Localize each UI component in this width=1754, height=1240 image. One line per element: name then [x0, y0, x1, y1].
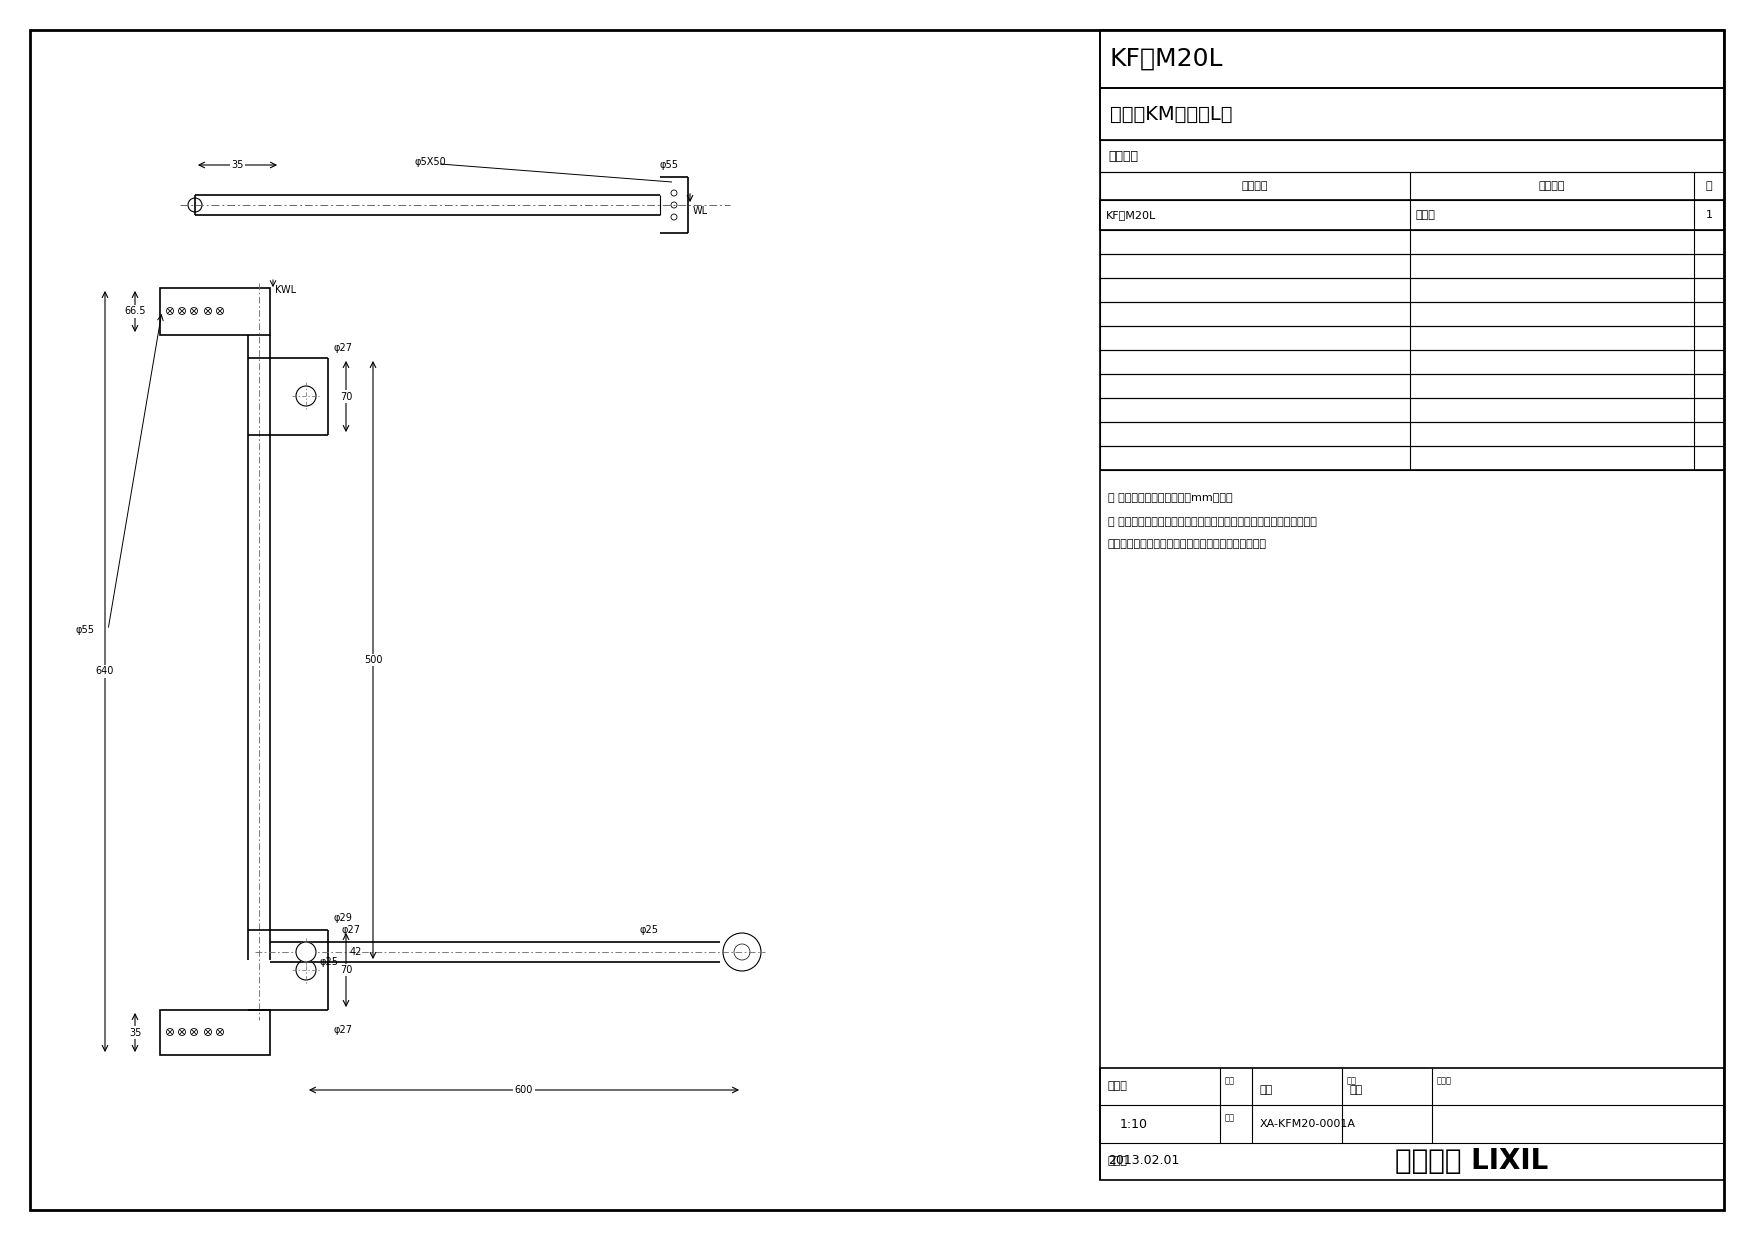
Text: 図番: 図番 — [1224, 1114, 1235, 1122]
Text: ＊ 事前に施工説明書・設計用図面集・総合カタログ・商品情報サイト: ＊ 事前に施工説明書・設計用図面集・総合カタログ・商品情報サイト — [1109, 517, 1317, 527]
Text: 検図: 検図 — [1347, 1076, 1358, 1085]
Text: φ27: φ27 — [333, 1025, 353, 1035]
Text: 35: 35 — [128, 1028, 140, 1038]
Text: φ5X50: φ5X50 — [414, 157, 446, 167]
Text: 「ビズリク」などで補強詳細内容をご確認ください。: 「ビズリク」などで補強詳細内容をご確認ください。 — [1109, 539, 1266, 549]
Bar — [160, 1011, 270, 1055]
Bar — [1100, 398, 1724, 422]
Text: KF－M20L: KF－M20L — [1110, 47, 1224, 71]
Text: 器具明細: 器具明細 — [1109, 150, 1138, 162]
Bar — [1100, 254, 1724, 278]
Text: φ55: φ55 — [660, 160, 679, 170]
Text: KF－M20L: KF－M20L — [1107, 210, 1156, 219]
Text: 640: 640 — [96, 667, 114, 677]
Text: 70: 70 — [340, 965, 353, 975]
Bar — [1100, 350, 1724, 374]
Bar — [1100, 1068, 1724, 1180]
Text: φ27: φ27 — [340, 925, 360, 935]
Text: φ29: φ29 — [333, 913, 353, 923]
Bar — [1100, 229, 1724, 254]
Text: 2013.02.01: 2013.02.01 — [1109, 1154, 1179, 1168]
Text: 縮　尺: 縮 尺 — [1109, 1081, 1128, 1091]
Text: 株式会社 LIXIL: 株式会社 LIXIL — [1396, 1147, 1549, 1176]
Text: 日　付: 日 付 — [1109, 1156, 1128, 1166]
Text: 数: 数 — [1705, 181, 1712, 191]
Text: ＊ 補強木ねじ込み深さ３０mm以上。: ＊ 補強木ねじ込み深さ３０mm以上。 — [1109, 494, 1233, 503]
Text: 製図: 製図 — [1224, 1076, 1235, 1085]
Text: 山本: 山本 — [1351, 1085, 1363, 1095]
Text: 備　考: 備 考 — [1437, 1076, 1452, 1085]
Bar — [1100, 200, 1724, 229]
Text: XA-KFM20-0001A: XA-KFM20-0001A — [1259, 1118, 1356, 1128]
Text: 品　　番: 品 番 — [1242, 181, 1268, 191]
Bar — [1100, 140, 1724, 172]
Circle shape — [296, 942, 316, 962]
Text: 1: 1 — [1705, 210, 1712, 219]
Bar — [1100, 30, 1724, 88]
Text: 500: 500 — [363, 655, 382, 665]
Text: 手すり: 手すり — [1415, 210, 1437, 219]
Text: 70: 70 — [340, 392, 353, 402]
Text: φ27: φ27 — [333, 343, 353, 353]
Text: 42: 42 — [351, 947, 363, 957]
Bar — [1100, 88, 1724, 140]
Bar — [160, 288, 270, 335]
Text: 35: 35 — [232, 160, 244, 170]
Text: KWL: KWL — [275, 285, 296, 295]
Text: φ25: φ25 — [319, 957, 339, 967]
Text: 600: 600 — [516, 1085, 533, 1095]
Text: WL: WL — [693, 206, 709, 216]
Bar — [1100, 374, 1724, 398]
Bar — [1100, 172, 1724, 200]
Bar — [1100, 326, 1724, 350]
Bar — [1100, 303, 1724, 326]
Text: 1:10: 1:10 — [1121, 1117, 1149, 1131]
Text: 手すりKMタイプL型: 手すりKMタイプL型 — [1110, 104, 1233, 124]
Bar — [1100, 422, 1724, 446]
Bar — [1100, 278, 1724, 303]
Text: φ55: φ55 — [75, 625, 95, 635]
Text: 品　　名: 品 名 — [1538, 181, 1565, 191]
Text: 66.5: 66.5 — [125, 306, 146, 316]
Text: φ25: φ25 — [640, 925, 660, 935]
Bar — [1100, 446, 1724, 470]
Text: 石川: 石川 — [1259, 1085, 1273, 1095]
